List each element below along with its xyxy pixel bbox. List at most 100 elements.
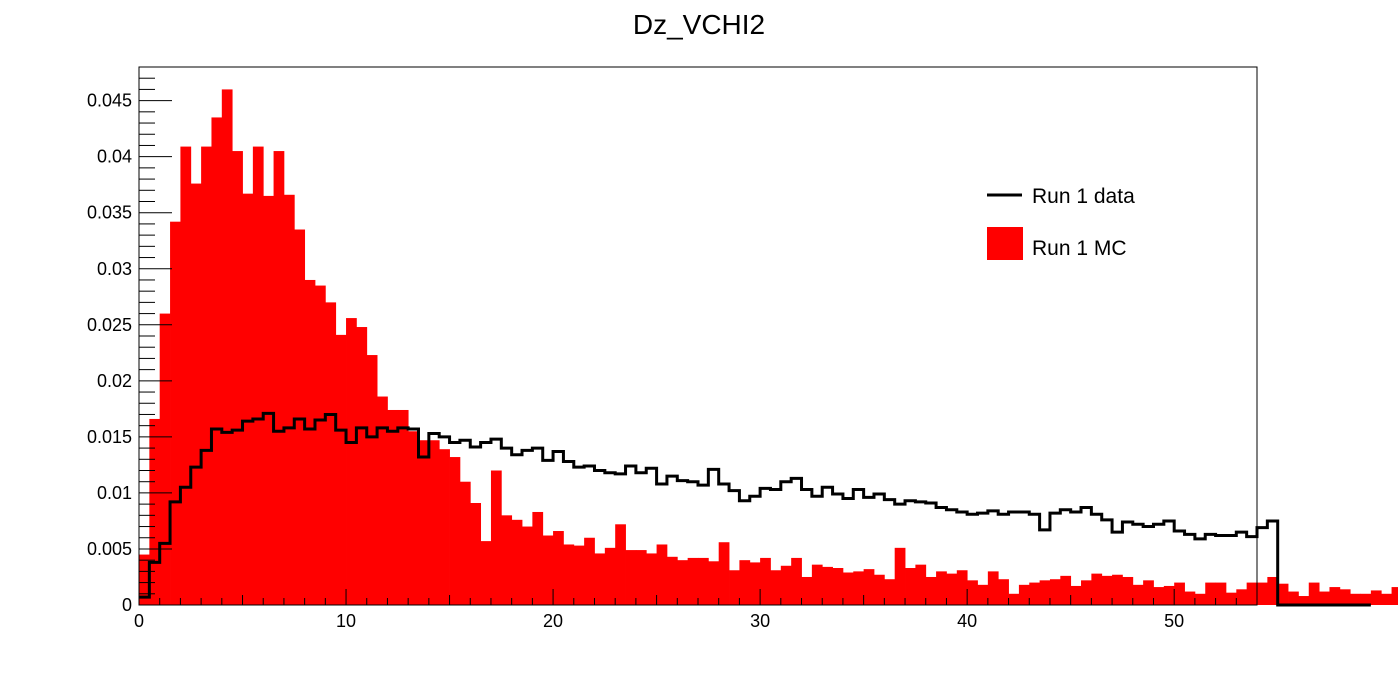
mc-bar — [449, 457, 461, 605]
mc-bar — [925, 576, 937, 605]
mc-bar — [1308, 582, 1320, 605]
mc-bar — [832, 568, 844, 605]
x-tick-label: 20 — [543, 611, 563, 631]
y-tick-label: 0.01 — [97, 483, 132, 503]
mc-bar — [439, 449, 450, 605]
mc-bar — [170, 221, 181, 605]
mc-bar — [542, 535, 554, 605]
mc-bar — [294, 229, 306, 605]
mc-bar — [1029, 582, 1041, 605]
mc-bar — [1060, 575, 1072, 605]
mc-bar — [180, 146, 192, 605]
mc-bar — [956, 570, 968, 605]
mc-bar — [905, 568, 916, 605]
y-tick-label: 0.035 — [87, 203, 132, 223]
mc-bar — [1246, 582, 1258, 605]
mc-bar — [873, 574, 885, 605]
mc-bar — [1018, 584, 1030, 605]
mc-bar — [1039, 580, 1051, 605]
mc-bar — [1081, 580, 1092, 605]
mc-bar — [977, 584, 989, 605]
mc-bar — [594, 553, 606, 605]
y-tick-label: 0.025 — [87, 315, 132, 335]
legend: Run 1 data Run 1 MC — [987, 185, 1135, 260]
mc-bar — [356, 327, 368, 605]
mc-bar — [553, 531, 564, 605]
mc-bar — [1298, 596, 1310, 605]
mc-bar — [1381, 593, 1392, 605]
mc-bar — [1184, 591, 1196, 605]
mc-bar — [190, 183, 202, 605]
mc-bar — [428, 440, 440, 605]
mc-bar — [1205, 582, 1216, 605]
mc-bar — [987, 571, 999, 606]
y-tick-label: 0.03 — [97, 259, 132, 279]
mc-bar — [273, 151, 285, 605]
mc-bar — [1236, 589, 1248, 605]
mc-bar — [377, 396, 388, 605]
mc-bar — [863, 569, 875, 605]
mc-bar — [894, 547, 906, 605]
mc-bar — [615, 524, 626, 605]
mc-bar — [604, 547, 616, 605]
mc-bar — [335, 334, 347, 605]
mc-bar — [263, 195, 274, 605]
mc-bar — [242, 193, 254, 605]
mc-bar — [1163, 585, 1175, 605]
mc-bar — [1122, 576, 1134, 605]
mc-bar — [1049, 579, 1061, 605]
mc-bar — [314, 285, 326, 605]
axes-layer: 0 10 20 30 40 50 0 0.005 0.01 0.015 0.02 0.025 0.03 0… — [87, 66, 1258, 631]
mc-bar — [1391, 587, 1398, 605]
mc-bar — [729, 570, 740, 605]
mc-bar — [283, 194, 295, 605]
x-tick-label: 10 — [336, 611, 356, 631]
data-step-line — [139, 411, 1371, 607]
mc-bar — [397, 409, 409, 605]
mc-bar — [511, 519, 523, 605]
mc-bar — [573, 545, 585, 605]
mc-bar — [532, 511, 544, 605]
mc-bar — [459, 481, 471, 605]
mc-bar — [811, 564, 823, 605]
mc-bar — [656, 544, 668, 605]
mc-bar — [666, 556, 678, 605]
mc-bar — [470, 503, 482, 605]
mc-bar — [739, 560, 751, 605]
y-tick-label: 0.005 — [87, 539, 132, 559]
mc-bar — [687, 557, 699, 605]
mc-bar — [884, 579, 896, 605]
mc-bar — [139, 554, 150, 605]
mc-bar — [708, 561, 720, 605]
mc-bar — [1174, 582, 1185, 605]
mc-series-layer — [139, 89, 1398, 606]
mc-bar — [1257, 582, 1268, 605]
mc-bar — [998, 579, 1009, 605]
mc-bar — [915, 564, 927, 605]
mc-bar — [211, 117, 223, 605]
mc-bar — [1112, 574, 1123, 605]
mc-bar — [625, 550, 637, 605]
mc-bar — [718, 542, 730, 605]
y-tick-label: 0.02 — [97, 371, 132, 391]
mc-bar — [822, 566, 833, 605]
mc-bar — [522, 526, 533, 605]
mc-bar — [677, 560, 689, 605]
mc-bar — [936, 571, 947, 606]
mc-bar — [501, 515, 513, 605]
mc-bar — [1339, 589, 1351, 605]
mc-bar — [698, 557, 709, 605]
mc-bar — [1350, 593, 1361, 605]
mc-bar — [770, 570, 782, 605]
mc-bar — [201, 146, 212, 605]
mc-bar — [232, 151, 243, 605]
mc-bar — [760, 557, 771, 605]
mc-bar — [149, 418, 161, 605]
y-tick-label: 0.04 — [97, 147, 132, 167]
mc-bar — [1194, 593, 1206, 605]
mc-bar — [387, 409, 399, 605]
mc-bar — [563, 544, 575, 605]
mc-bar — [366, 355, 378, 605]
